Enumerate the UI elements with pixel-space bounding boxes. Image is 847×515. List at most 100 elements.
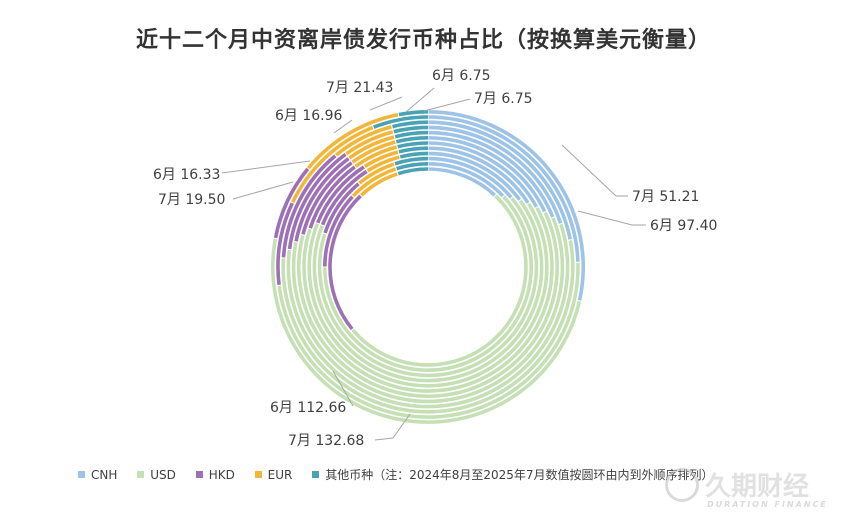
ring-2024-08-eur-arc	[359, 172, 399, 197]
segment-separator	[350, 327, 355, 332]
ring-2024-12-other-arc	[398, 146, 429, 154]
segment-separator	[534, 205, 539, 209]
ring-2025-02-hkd-arc	[301, 161, 354, 236]
annotation-label: 7月 19.50	[158, 192, 225, 208]
ring-2024-11-eur-arc	[366, 155, 401, 173]
legend-swatch-usd	[137, 471, 145, 478]
ring-2025-05-usd-arc	[281, 239, 575, 414]
segment-separator	[287, 248, 292, 251]
ring-2025-02-other-arc	[395, 136, 429, 144]
annotation-leader-line	[232, 181, 294, 200]
ring-2025-01-hkd-arc	[308, 165, 357, 230]
ring-2025-03-eur-arc	[347, 135, 396, 160]
segment-separator	[517, 198, 522, 202]
segment-separator	[558, 222, 563, 225]
ring-2025-03-hkd-arc	[294, 156, 351, 243]
segment-separator	[353, 164, 357, 169]
annotation-leader-line	[221, 160, 311, 174]
ring-2024-10-usd-arc	[317, 196, 539, 378]
segment-separator	[350, 160, 354, 165]
annotation-label: 6月 16.96	[275, 108, 343, 124]
segment-separator	[577, 299, 582, 302]
ring-2024-12-cnh-arc	[427, 146, 530, 205]
segment-separator	[347, 156, 351, 161]
annotation-label: 6月 112.66	[270, 400, 346, 416]
ring-2025-03-cnh-arc	[427, 130, 555, 219]
annotation-label: 6月 16.33	[153, 167, 220, 183]
segment-separator	[396, 144, 399, 150]
ring-2025-04-eur-arc	[344, 130, 394, 156]
legend-note: （注：2024年8月至2025年7月数值按圆环由内到外顺序排列）	[373, 468, 714, 482]
ring-2025-05-eur-arc	[334, 125, 393, 157]
legend-item-other: 其他币种（注：2024年8月至2025年7月数值按圆环由内到外顺序排列）	[312, 466, 714, 483]
annotation-label: 6月 6.75	[432, 68, 491, 84]
legend-label-usd: USD	[150, 468, 176, 482]
ring-2024-10-cnh-arc	[427, 156, 513, 200]
annotation-leader-line	[577, 210, 646, 226]
segment-separator	[394, 166, 398, 172]
segment-separator	[307, 227, 313, 230]
segment-separator	[276, 284, 282, 287]
ring-2025-03-usd-arc	[291, 216, 565, 404]
segment-separator	[509, 196, 514, 200]
ring-2025-07-cnh-arc	[427, 110, 585, 302]
legend: CNH USD HKD EUR 其他币种（注：2024年8月至2025年7月数值…	[78, 466, 714, 483]
ring-2024-08-other-arc	[397, 167, 429, 176]
annotation-leader-line	[369, 96, 403, 111]
legend-label-other: 其他币种	[325, 468, 374, 482]
ring-2024-09-usd-arc	[323, 195, 533, 372]
segment-separator	[397, 149, 400, 155]
ring-2024-10-eur-arc	[357, 162, 396, 185]
ring-2024-09-hkd-arc	[323, 195, 355, 268]
segment-separator	[357, 181, 361, 186]
legend-item-cnh: CNH	[78, 468, 117, 482]
ring-2024-10-hkd-arc	[323, 182, 361, 235]
segment-separator	[390, 124, 393, 129]
legend-swatch-other	[312, 471, 320, 478]
ring-2025-01-usd-arc	[302, 206, 554, 393]
ring-2024-08-cnh-arc	[427, 167, 497, 197]
ring-2025-04-usd-arc	[286, 223, 570, 409]
annotation-label: 7月 21.43	[326, 80, 393, 96]
legend-swatch-eur	[254, 471, 262, 478]
ring-2024-11-usd-arc	[312, 199, 544, 383]
annotation-label: 7月 51.21	[632, 189, 699, 205]
ring-2025-01-cnh-arc	[427, 141, 539, 209]
ring-2025-06-eur-arc	[290, 125, 374, 204]
segment-separator	[396, 171, 399, 176]
ring-2025-02-eur-arc	[351, 140, 397, 164]
ring-2025-05-hkd-arc	[281, 154, 337, 259]
legend-label-hkd: HKD	[208, 468, 235, 482]
watermark-logo-icon	[665, 468, 699, 502]
segment-separator	[322, 232, 328, 235]
ring-2025-06-usd-arc	[277, 262, 580, 419]
annotation-leader-line	[332, 370, 354, 407]
segment-separator	[398, 154, 401, 160]
legend-item-eur: EUR	[254, 468, 293, 482]
segment-separator	[315, 222, 320, 225]
ring-2025-06-other-arc	[372, 115, 429, 130]
legend-item-usd: USD	[137, 468, 176, 482]
segment-separator	[359, 193, 363, 198]
annotation-label: 7月 6.75	[474, 91, 533, 107]
segment-separator	[542, 210, 548, 214]
watermark-cn: 久期财经	[705, 472, 810, 502]
segment-separator	[371, 125, 375, 130]
legend-label-eur: EUR	[267, 468, 293, 482]
legend-swatch-cnh	[78, 471, 85, 478]
segment-separator	[273, 237, 278, 240]
chart-title: 近十二个月中资离岸债发行币种占比（按换算美元衡量）	[135, 28, 711, 53]
segment-separator	[306, 166, 311, 171]
annotation-leader-line	[423, 98, 471, 112]
segment-separator	[320, 223, 325, 227]
legend-item-hkd: HKD	[195, 468, 235, 482]
ring-2025-07-eur-arc	[306, 112, 399, 170]
segment-separator	[290, 201, 295, 205]
legend-swatch-hkd	[195, 471, 203, 478]
segment-separator	[393, 134, 396, 139]
segment-separator	[344, 152, 348, 157]
watermark: 久期财经 DURATION FINANCE	[665, 466, 845, 514]
ring-2025-07-usd-arc	[271, 238, 582, 424]
annotation-leader-line	[333, 119, 353, 134]
